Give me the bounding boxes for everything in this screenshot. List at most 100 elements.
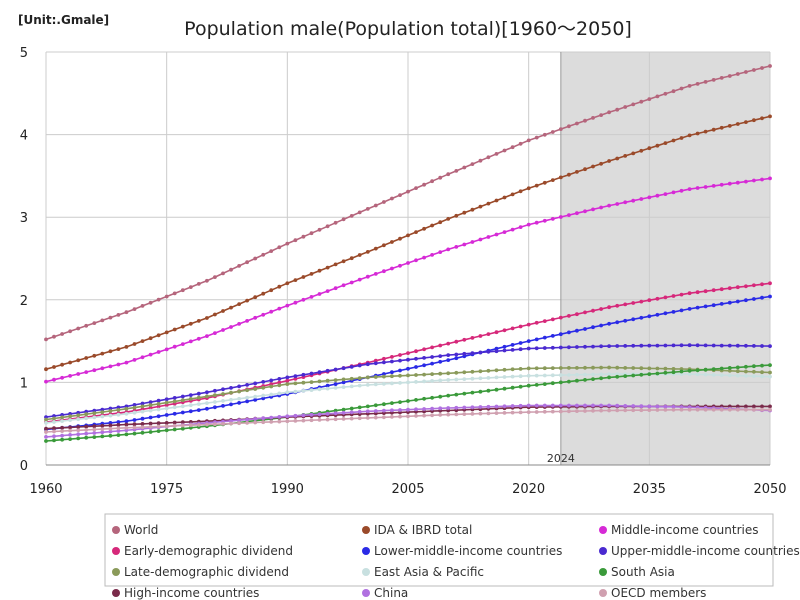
- data-point: [164, 397, 169, 402]
- data-point: [357, 376, 362, 380]
- data-point: [502, 230, 507, 235]
- data-point: [486, 404, 491, 409]
- data-point: [132, 342, 137, 346]
- data-point: [357, 409, 362, 414]
- data-point: [188, 339, 193, 344]
- data-point: [623, 404, 628, 408]
- data-point: [301, 418, 306, 423]
- data-point: [727, 373, 732, 378]
- data-point: [671, 294, 676, 298]
- data-point: [711, 343, 716, 348]
- data-point: [615, 372, 620, 376]
- data-point: [567, 124, 571, 129]
- data-point: [333, 286, 338, 291]
- data-point: [349, 365, 354, 369]
- data-point: [406, 407, 410, 412]
- data-point: [550, 130, 555, 134]
- data-point: [454, 405, 459, 410]
- data-point: [52, 416, 56, 421]
- data-point: [140, 401, 145, 406]
- data-point: [735, 373, 740, 378]
- data-point: [727, 368, 732, 373]
- data-point: [768, 404, 772, 409]
- data-point: [454, 356, 459, 361]
- data-point: [752, 178, 756, 183]
- data-point: [172, 420, 177, 425]
- series-ida-ibrd-total: [44, 114, 772, 372]
- data-point: [84, 323, 89, 328]
- data-point: [422, 379, 426, 384]
- data-point: [631, 366, 636, 370]
- data-point: [727, 366, 732, 370]
- data-point: [301, 380, 306, 385]
- data-point: [309, 418, 314, 423]
- data-point: [84, 424, 89, 429]
- data-point: [591, 377, 595, 381]
- data-point: [221, 422, 225, 426]
- data-point: [148, 352, 153, 357]
- data-point: [655, 312, 660, 317]
- data-point: [575, 409, 579, 413]
- data-point: [558, 215, 563, 219]
- data-point: [575, 378, 579, 383]
- data-point: [422, 182, 426, 187]
- data-point: [365, 274, 370, 279]
- data-point: [518, 341, 523, 345]
- data-point: [44, 435, 48, 439]
- data-point: [615, 408, 620, 413]
- data-point: [671, 404, 676, 409]
- data-point: [695, 372, 700, 377]
- data-point: [317, 268, 322, 273]
- data-point: [349, 256, 354, 261]
- data-point: [156, 297, 161, 302]
- data-point: [116, 362, 121, 367]
- data-point: [462, 370, 467, 375]
- data-point: [357, 363, 362, 368]
- data-point: [229, 402, 233, 407]
- data-point: [277, 383, 282, 388]
- data-point: [623, 302, 628, 307]
- data-point: [406, 261, 410, 265]
- data-point: [534, 346, 539, 351]
- legend-swatch: [362, 568, 370, 576]
- data-point: [277, 391, 282, 396]
- data-point: [446, 371, 451, 376]
- data-point: [526, 346, 531, 351]
- data-point: [623, 154, 628, 158]
- data-point: [647, 372, 652, 376]
- data-point: [148, 400, 153, 404]
- data-point: [52, 438, 56, 443]
- data-point: [60, 332, 64, 336]
- data-point: [760, 363, 764, 368]
- data-point: [510, 192, 515, 197]
- data-point: [422, 347, 426, 352]
- data-point: [510, 374, 515, 379]
- data-point: [550, 345, 555, 350]
- data-point: [100, 410, 105, 414]
- data-point: [631, 102, 636, 107]
- data-point: [92, 411, 97, 415]
- data-point: [647, 404, 652, 409]
- data-point: [269, 420, 274, 424]
- data-point: [205, 390, 209, 395]
- data-point: [180, 423, 185, 428]
- data-point: [140, 430, 145, 435]
- data-point: [60, 362, 64, 367]
- data-point: [430, 361, 434, 366]
- data-point: [148, 408, 153, 413]
- data-point: [293, 278, 298, 282]
- data-point: [406, 373, 410, 378]
- data-point: [317, 387, 322, 392]
- data-point: [623, 408, 628, 413]
- data-point: [591, 308, 595, 313]
- data-point: [687, 307, 692, 311]
- data-point: [735, 369, 740, 374]
- data-point: [293, 374, 298, 378]
- data-point: [365, 409, 370, 414]
- data-point: [679, 372, 684, 376]
- data-point: [462, 412, 467, 416]
- data-point: [132, 405, 137, 410]
- data-point: [583, 365, 587, 370]
- data-point: [68, 418, 72, 422]
- data-point: [180, 342, 185, 346]
